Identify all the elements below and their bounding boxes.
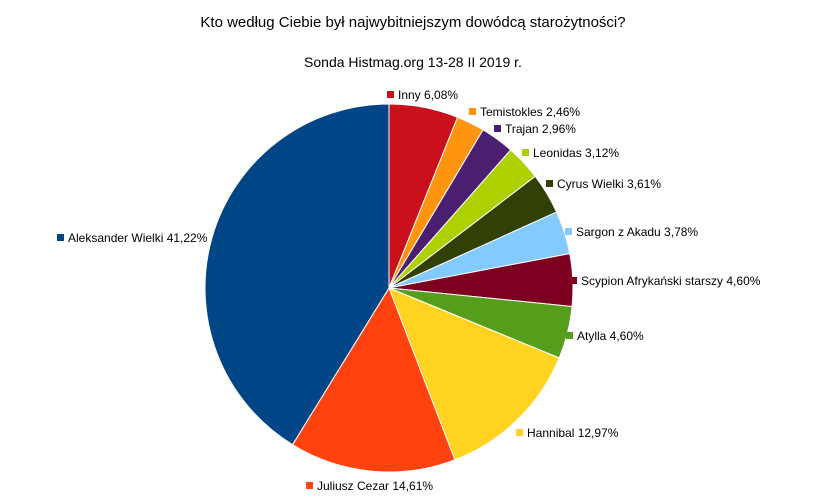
legend-marker [522,149,529,156]
legend-marker [469,108,476,115]
legend-marker [494,125,501,132]
legend-marker [565,228,572,235]
slice-label: Leonidas 3,12% [533,146,619,160]
slice-label: Aleksander Wielki 41,22% [68,231,208,245]
slice-label: Trajan 2,96% [505,122,576,136]
slice-label: Temistokles 2,46% [480,105,580,119]
pie-slice-hannibal [388,287,560,461]
slice-label: Scypion Afrykański starszy 4,60% [581,274,761,288]
pie-slice-aleksander-wielki [204,103,390,446]
legend-marker [546,180,553,187]
chart-subtitle: Sonda Histmag.org 13-28 II 2019 r. [304,54,522,70]
pie-slice-juliusz-cezar [291,286,456,473]
slice-label: Sargon z Akadu 3,78% [576,225,698,239]
chart-title: Kto według Ciebie był najwybitniejszym d… [200,14,626,31]
slice-label: Hannibal 12,97% [527,426,619,440]
slice-label: Atylla 4,60% [577,329,644,343]
legend-marker [566,332,573,339]
legend-marker [516,429,523,436]
legend-marker [57,234,64,241]
slice-label: Juliusz Cezar 14,61% [317,479,433,493]
legend-marker [306,482,313,489]
slice-label: Inny 6,08% [398,88,458,102]
slice-label: Cyrus Wielki 3,61% [557,177,661,191]
legend-marker [387,91,394,98]
legend-marker [570,277,577,284]
